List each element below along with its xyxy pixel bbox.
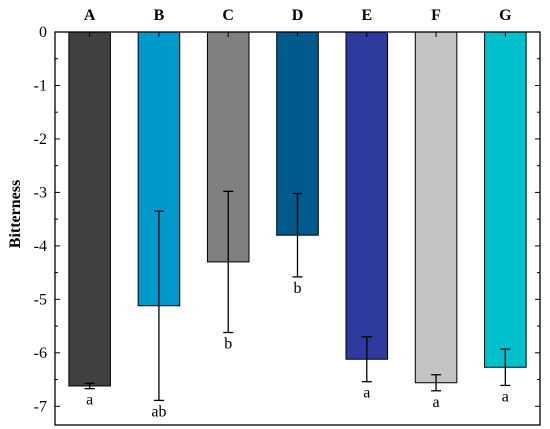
- y-tick-label--6: -6: [34, 345, 47, 362]
- category-label-F: F: [431, 7, 441, 24]
- y-tick-label--7: -7: [34, 398, 47, 415]
- significance-label-G: a: [502, 388, 509, 405]
- y-tick-label--4: -4: [34, 238, 47, 255]
- category-label-B: B: [154, 7, 165, 24]
- y-tick-label--1: -1: [34, 77, 47, 94]
- category-label-D: D: [292, 7, 304, 24]
- significance-label-F: a: [433, 394, 440, 411]
- category-label-A: A: [84, 7, 96, 24]
- category-label-E: E: [361, 7, 372, 24]
- axes-group: A B C D E F G 0 -1 -2 -3 -4 -5 -6 -7: [34, 7, 541, 426]
- plot-frame: [54, 31, 541, 426]
- y-axis-label: Bitterness: [7, 180, 24, 248]
- category-label-G: G: [499, 7, 512, 24]
- bars-group: a ab b b a a a: [68, 31, 527, 420]
- bar-G: [484, 31, 527, 368]
- category-label-C: C: [222, 7, 234, 24]
- bar-A: [68, 31, 111, 387]
- significance-label-C: b: [224, 335, 232, 352]
- significance-label-B: ab: [151, 403, 166, 420]
- y-tick-label--5: -5: [34, 291, 47, 308]
- y-tick-label--2: -2: [34, 131, 47, 148]
- y-tick-label-0: 0: [39, 24, 47, 41]
- bar-E: [345, 31, 389, 360]
- y-tick-label--3: -3: [34, 184, 47, 201]
- bar-F: [414, 31, 458, 384]
- significance-label-E: a: [363, 385, 370, 402]
- significance-label-A: a: [86, 392, 93, 409]
- significance-label-D: b: [294, 280, 302, 297]
